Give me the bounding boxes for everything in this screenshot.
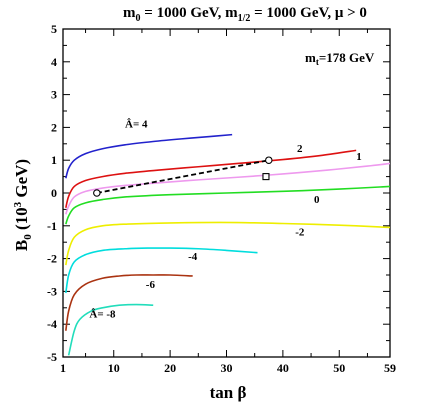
curve-label: -6	[146, 279, 156, 291]
y-tick-label: 5	[51, 22, 57, 36]
series-line-5	[65, 247, 258, 294]
circle-marker	[93, 189, 101, 197]
x-tick-label: 10	[108, 361, 120, 375]
series-line-1	[65, 149, 357, 208]
y-tick-label: -2	[47, 252, 57, 266]
y-tick-label: -4	[47, 317, 57, 331]
square-marker	[262, 173, 270, 181]
y-axis-label: B0 (103 GeV)	[12, 159, 34, 251]
dashed-line	[96, 159, 269, 194]
y-tick-label: -5	[47, 350, 57, 364]
y-tick-label: -3	[47, 284, 57, 298]
x-tick-label: 30	[221, 361, 233, 375]
y-tick-label: 2	[51, 120, 57, 134]
y-tick-label: 4	[51, 55, 57, 69]
y-tick-label: -1	[47, 219, 57, 233]
curve-label: 2	[297, 143, 303, 155]
x-tick-label: 40	[277, 361, 289, 375]
mt-annotation: mt=178 GeV	[305, 50, 375, 67]
x-tick-label: 50	[333, 361, 345, 375]
series-line-3	[65, 185, 391, 225]
x-tick-label: 1	[60, 361, 66, 375]
y-tick-label: 0	[51, 186, 57, 200]
x-axis-label: tan β	[210, 383, 247, 402]
curve-label: -2	[295, 227, 305, 239]
series-line-4	[65, 221, 391, 266]
curve-label: 0	[314, 194, 320, 206]
curve-label: 1	[356, 151, 362, 163]
curve-label: Â= 4	[125, 118, 148, 130]
series-line-0	[65, 133, 233, 179]
chart-title: m0 = 1000 GeV, m1/2 = 1000 GeV, μ > 0	[123, 5, 367, 24]
curve-label: Â= -8	[89, 309, 116, 321]
circle-marker	[265, 156, 273, 164]
series-line-6	[65, 274, 193, 331]
y-tick-label: 1	[51, 153, 57, 167]
x-tick-label: 59	[384, 361, 396, 375]
x-tick-label: 20	[164, 361, 176, 375]
y-tick-label: 3	[51, 88, 57, 102]
curve-label: -4	[188, 251, 198, 263]
series-line-7	[67, 303, 154, 356]
series-line-2	[65, 162, 391, 215]
